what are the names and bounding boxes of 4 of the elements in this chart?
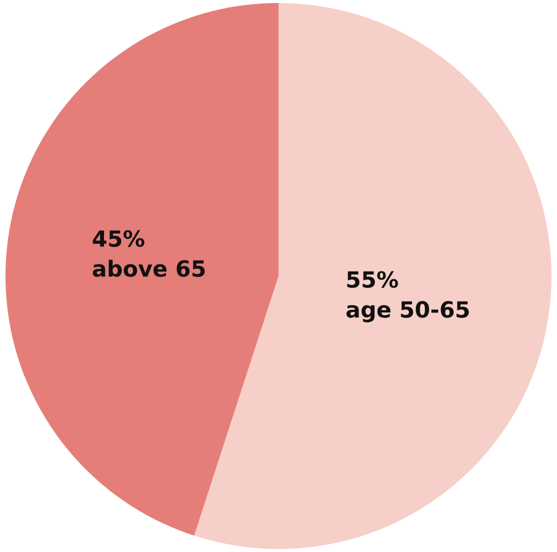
slice-label: age 50-65 bbox=[346, 301, 469, 322]
slice-label: above 65 bbox=[92, 260, 205, 277]
data-label: 45% bbox=[92, 230, 144, 247]
data-label: 55% bbox=[347, 271, 398, 288]
